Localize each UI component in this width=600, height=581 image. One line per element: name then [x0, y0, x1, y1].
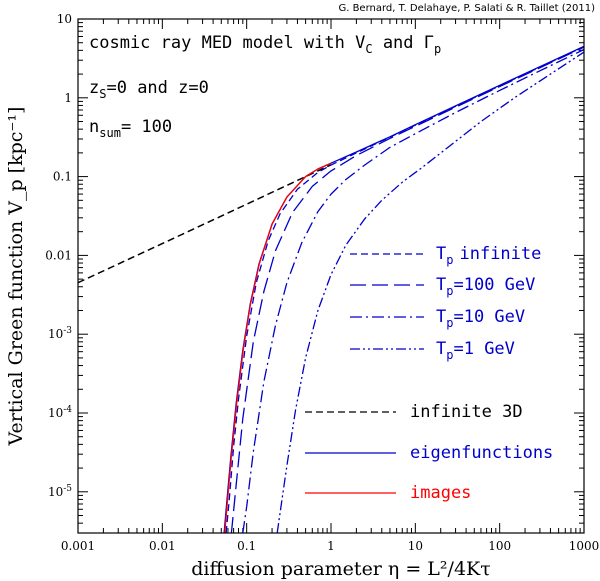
- y-tick-label: 10-5: [48, 484, 72, 499]
- annotation-2: zS=0 and z=0: [89, 78, 209, 101]
- x-tick-label: 1000: [569, 539, 600, 553]
- y-axis-title: Vertical Green function V_p [kpc⁻¹]: [5, 107, 27, 447]
- y-tick-label: 10-4: [48, 405, 72, 420]
- legend-label: images: [410, 483, 471, 503]
- annotation-3: nsum= 100: [89, 117, 172, 140]
- annotation-1: cosmic ray MED model with VC and Γp: [89, 33, 441, 56]
- legend-label: Tp=10 GeV: [436, 307, 525, 330]
- legend-label: eigenfunctions: [410, 443, 553, 463]
- y-tick-label: 10-3: [48, 326, 72, 341]
- legend-label: Tp=1 GeV: [436, 339, 515, 362]
- plot-frame: [77, 18, 585, 534]
- legend-label: Tp infinite: [436, 244, 541, 267]
- y-tick-label: 0.1: [53, 170, 72, 184]
- x-tick-label: 10: [408, 539, 423, 553]
- plot-area: 0.001 0.01 0.1 1 10 100 1000 10 1 0.1 0.01 10-3 10-4…: [5, 12, 599, 580]
- legend-label: infinite 3D: [410, 402, 523, 422]
- series-line-t-p-1-gev: [276, 51, 584, 533]
- legend-label: Tp=100 GeV: [436, 275, 535, 298]
- x-tick-label: 1: [327, 539, 335, 553]
- curves-group: [78, 45, 584, 533]
- x-tick-label: 0.001: [61, 539, 95, 553]
- x-tick-label: 0.01: [149, 539, 176, 553]
- series-line-images: [224, 162, 332, 533]
- y-tick-label: 0.01: [45, 248, 72, 262]
- series-line-t-p-10-gev: [242, 48, 584, 533]
- x-tick-label: 100: [488, 539, 511, 553]
- y-tick-label: 1: [64, 91, 72, 105]
- series-line-infinite-3d: [78, 164, 332, 284]
- x-axis-title: diffusion parameter η = L²/4Kτ: [191, 558, 491, 580]
- chart-credit: G. Bernard, T. Delahaye, P. Salati & R. …: [338, 3, 595, 14]
- y-tick-label: 10: [57, 12, 72, 26]
- x-tick-label: 0.1: [237, 539, 256, 553]
